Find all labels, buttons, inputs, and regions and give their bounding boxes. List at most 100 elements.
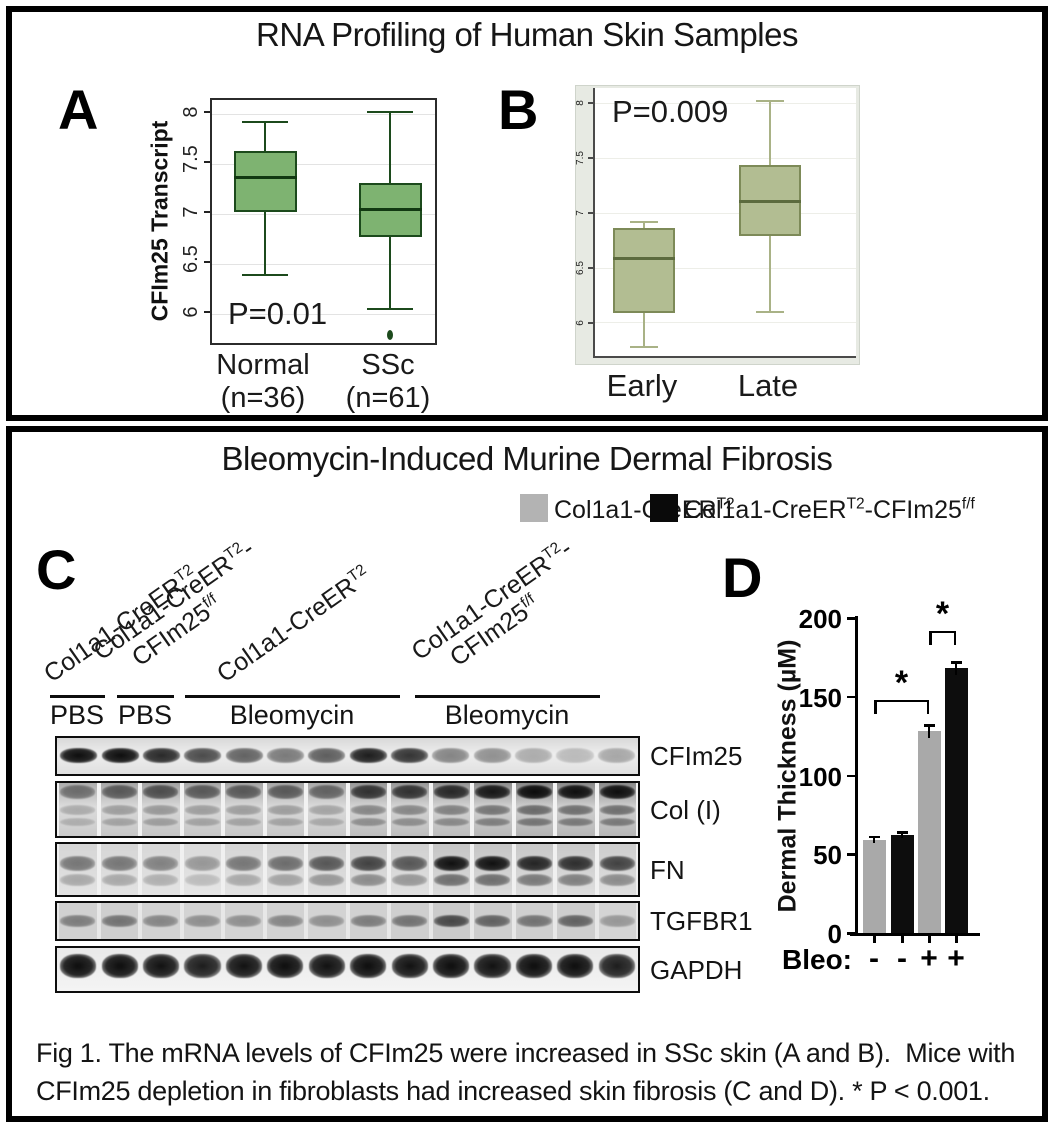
blot-band	[309, 785, 345, 799]
blot-lane	[349, 948, 387, 991]
blot-lane	[556, 948, 594, 991]
y-axis-line	[855, 616, 858, 935]
blot-band	[101, 873, 137, 886]
blot-lane	[142, 783, 180, 836]
blot-band	[267, 915, 303, 927]
y-tick-mark	[588, 157, 593, 160]
blot-lane	[557, 844, 595, 895]
blot-band	[101, 817, 137, 827]
blot-band	[267, 785, 303, 799]
error-bar-stem	[872, 836, 876, 844]
blot-band	[392, 856, 428, 871]
panel-a-y-axis-label: CFIm25 Transcript	[146, 120, 173, 322]
x-tick-mark	[901, 936, 904, 943]
box-whisker-cap-top	[242, 121, 288, 123]
blot-lane	[142, 844, 180, 895]
x-category-label: Late	[737, 368, 799, 403]
blot-lane	[391, 783, 429, 836]
blot-band	[516, 856, 552, 871]
y-tick-label: 150	[798, 682, 842, 713]
blot-group-underline	[50, 695, 105, 698]
blot-row	[55, 736, 640, 776]
blot-lane	[432, 783, 470, 836]
error-bar-stem	[954, 662, 958, 675]
blot-band	[432, 954, 470, 979]
top-section-border	[6, 6, 1048, 421]
bar	[890, 835, 914, 933]
y-tick-label: 7.5	[180, 145, 202, 173]
blot-band	[516, 805, 552, 815]
blot-band	[350, 873, 386, 886]
panel-c-letter: C	[36, 538, 77, 601]
blot-band	[184, 954, 221, 979]
blot-lane	[100, 903, 138, 939]
blot-band	[350, 805, 386, 815]
blot-lane	[266, 738, 305, 774]
box-iqr	[233, 151, 297, 212]
blot-band	[433, 856, 469, 871]
blot-treatment-label: PBS	[117, 700, 173, 730]
blot-band	[143, 817, 179, 827]
blot-band	[309, 915, 345, 927]
box-whisker-upper	[389, 112, 391, 183]
y-tick-label: 7	[575, 210, 586, 216]
blot-lane	[183, 738, 222, 774]
blot-band	[433, 873, 469, 886]
box-whisker-lower	[769, 236, 771, 312]
blot-band	[101, 805, 137, 815]
blot-target-label: CFIm25	[650, 741, 743, 771]
blot-lane	[308, 903, 346, 939]
blot-band	[101, 785, 137, 799]
blot-band	[226, 873, 262, 886]
blot-lane	[59, 783, 97, 836]
blot-band	[143, 856, 179, 871]
significance-star: *	[935, 594, 950, 633]
blot-target-label: FN	[650, 854, 685, 885]
blot-row	[55, 842, 640, 897]
gridline	[595, 212, 856, 214]
blot-lane	[266, 844, 304, 895]
x-category-label: SSc	[361, 349, 415, 381]
blot-lane	[349, 783, 387, 836]
box-whisker-cap-top	[630, 220, 658, 223]
blot-band	[60, 817, 96, 827]
blot-band	[267, 805, 303, 815]
y-tick-mark	[588, 212, 593, 215]
blot-lane	[598, 844, 636, 895]
blot-band	[516, 873, 552, 886]
blot-lane	[598, 783, 636, 836]
blot-band	[557, 954, 594, 979]
y-tick-label: 6	[575, 320, 586, 326]
blot-band	[267, 954, 304, 979]
blot-band	[267, 817, 303, 827]
legend-swatch	[650, 494, 678, 522]
figure-caption-line-1: Fig 1. The mRNA levels of CFIm25 were in…	[36, 1038, 1016, 1068]
x-tick-mark	[928, 936, 931, 943]
error-bar-stem	[927, 725, 931, 738]
gridline	[595, 267, 856, 269]
blot-lane	[474, 844, 512, 895]
blot-lane	[225, 903, 263, 939]
blot-band	[226, 817, 262, 827]
blot-lane	[266, 783, 304, 836]
blot-lane	[100, 948, 138, 991]
blot-band	[60, 954, 97, 979]
y-tick-label: 200	[798, 604, 842, 634]
blot-band	[350, 954, 387, 979]
blot-band	[226, 805, 262, 815]
error-bar-cap	[923, 724, 935, 727]
blot-lane	[391, 903, 429, 939]
box-median-line	[233, 176, 297, 179]
blot-treatment-label: Bleomycin	[444, 700, 570, 730]
blot-band	[60, 785, 96, 799]
blot-band	[558, 856, 594, 871]
blot-group-underline	[415, 695, 600, 698]
blot-lane	[349, 738, 388, 774]
blot-band	[309, 805, 345, 815]
box-whisker-cap-bottom	[242, 274, 288, 276]
blot-band	[142, 954, 180, 979]
panel-b-letter: B	[498, 78, 539, 141]
blot-lane	[515, 903, 553, 939]
y-tick-mark	[204, 111, 210, 113]
